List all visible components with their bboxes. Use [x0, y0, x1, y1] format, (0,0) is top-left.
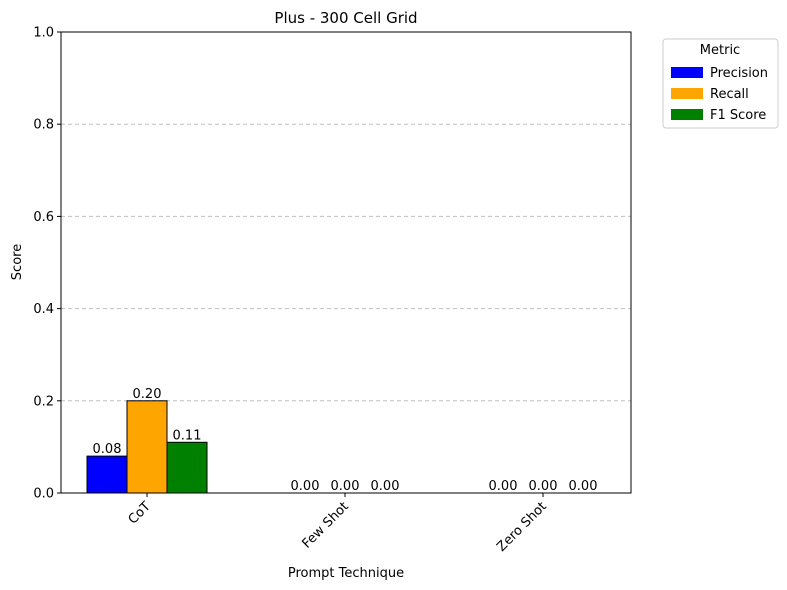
bar-value-label: 0.00 — [569, 479, 598, 494]
bar-value-label: 0.00 — [291, 479, 320, 494]
x-axis: CoT Few Shot Zero Shot — [126, 493, 550, 555]
y-tick-label: 0.2 — [33, 394, 54, 409]
y-tick-label: 0.6 — [33, 210, 54, 225]
x-axis-title: Prompt Technique — [288, 566, 404, 581]
y-tick-label: 0.4 — [33, 302, 54, 317]
legend-title: Metric — [700, 43, 740, 58]
grid-lines — [61, 123, 631, 402]
legend-label: Precision — [710, 66, 768, 81]
y-tick-label: 1.0 — [33, 26, 54, 41]
y-tick-label: 0.8 — [33, 118, 54, 133]
bar-value-label: 0.00 — [331, 479, 360, 494]
bar-f1-score — [166, 441, 208, 494]
bar-value-label: 0.00 — [371, 479, 400, 494]
chart-title: Plus - 300 Cell Grid — [274, 9, 417, 27]
legend-swatch — [671, 88, 703, 99]
plot-frame — [60, 31, 632, 494]
bar-precision — [86, 455, 128, 494]
x-tick-label: Few Shot — [299, 499, 351, 551]
legend: Metric Precision Recall F1 Score — [662, 38, 779, 129]
bar-value-label: 0.08 — [93, 442, 122, 457]
legend-label: Recall — [710, 87, 749, 102]
x-tick-label: Zero Shot — [494, 499, 550, 555]
bar-value-label: 0.00 — [529, 479, 558, 494]
legend-label: F1 Score — [710, 108, 766, 123]
y-axis: 0.0 0.2 0.4 0.6 0.8 1.0 — [33, 26, 61, 502]
y-tick-label: 0.0 — [33, 487, 54, 502]
x-tick-label: CoT — [126, 499, 154, 527]
bar-value-label: 0.00 — [489, 479, 518, 494]
legend-swatch — [671, 109, 703, 120]
legend-swatch — [671, 67, 703, 78]
legend-frame — [662, 38, 779, 129]
bar-recall — [126, 400, 168, 494]
y-axis-title: Score — [10, 244, 25, 280]
bar-value-label: 0.11 — [173, 428, 202, 443]
bar-value-label: 0.20 — [133, 387, 162, 402]
bars-group: 0.08 0.20 0.11 0.00 0.00 0.00 0.00 0.00 0.00 — [86, 387, 598, 494]
